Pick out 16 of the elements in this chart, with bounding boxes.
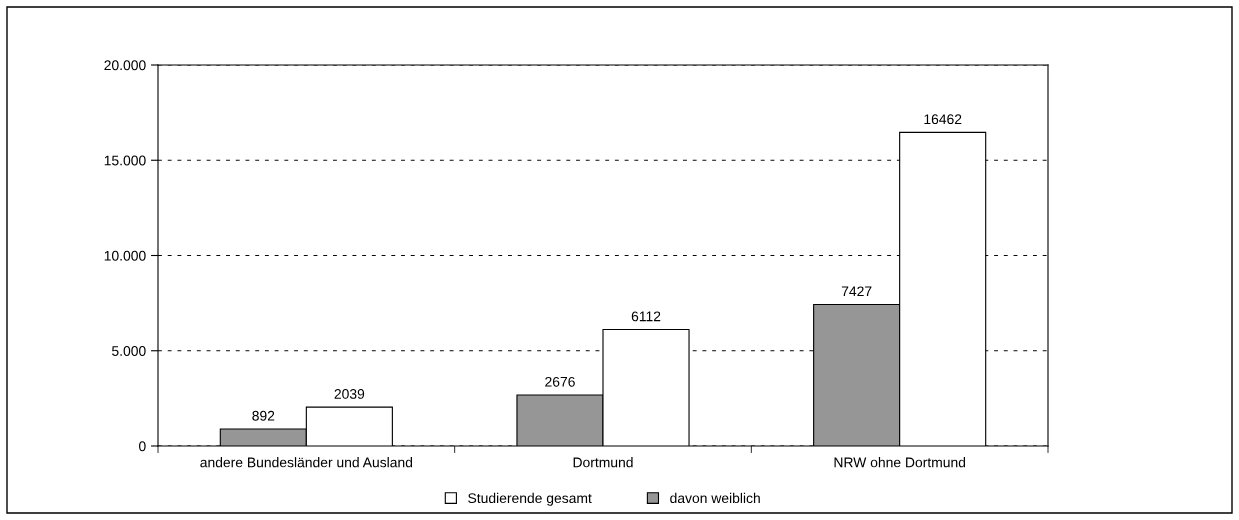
data-label: 16462	[924, 114, 962, 125]
y-tick-label: 5.000	[112, 346, 146, 356]
x-tick-label: NRW ohne Dortmund	[834, 457, 966, 468]
y-tick-label: 10.000	[104, 250, 146, 261]
y-tick-label: 15.000	[104, 155, 146, 166]
data-label: 2039	[334, 389, 365, 399]
legend-label: Studierende gesamt	[468, 492, 592, 506]
data-label: 892	[252, 410, 275, 421]
y-tick-label: 0	[139, 441, 146, 452]
data-label: 2676	[545, 376, 575, 387]
x-tick-label: andere Bundesländer und Ausland	[200, 457, 413, 468]
legend-label: davon weiblich	[670, 492, 760, 504]
x-tick-label: Dortmund	[573, 457, 633, 468]
y-tick-label: 20.000	[104, 60, 146, 71]
data-label: 6112	[631, 311, 661, 322]
data-label: 7427	[841, 286, 872, 297]
